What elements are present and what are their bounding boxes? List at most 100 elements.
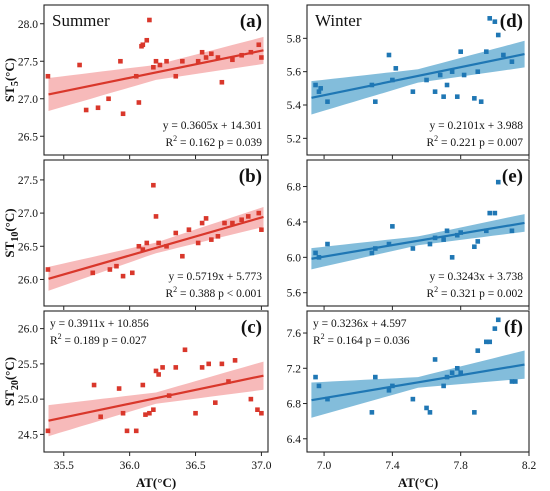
data-point: [441, 237, 446, 242]
y-tick-label: 27.0: [18, 94, 38, 106]
regression-stats: R2 = 0.221 p = 0.007: [426, 134, 523, 149]
data-point: [427, 241, 433, 247]
data-point: [495, 32, 501, 38]
r-symbol: R: [426, 137, 434, 149]
data-point: [449, 255, 455, 260]
data-point: [444, 228, 450, 234]
y-label-unit: (°C): [2, 208, 17, 231]
regression-equation: y = 0.3605x + 14.301: [163, 120, 262, 132]
data-point: [449, 69, 455, 74]
data-point: [140, 382, 146, 388]
data-point: [427, 410, 433, 415]
data-point: [114, 263, 119, 269]
data-point: [106, 96, 111, 102]
y-tick-label: 6.8: [287, 399, 302, 411]
y-tick-label: 27.5: [18, 175, 38, 187]
data-point: [219, 79, 225, 85]
data-point: [441, 94, 446, 99]
data-point: [98, 414, 103, 420]
x-axis-label: AT(°C): [398, 475, 438, 490]
r-symbol: R: [165, 137, 173, 149]
data-point: [45, 267, 51, 272]
data-point: [120, 273, 126, 279]
data-point: [151, 64, 156, 70]
y-label-main: ST: [2, 241, 17, 257]
data-point: [313, 82, 318, 88]
stats-values: = 0.321 p = 0.002: [438, 288, 523, 300]
data-point: [256, 42, 262, 48]
stats-values: = 0.221 p = 0.007: [438, 137, 523, 149]
data-point: [215, 55, 221, 60]
data-point: [144, 240, 150, 246]
data-point: [410, 396, 416, 402]
plot-frame: [306, 159, 530, 307]
data-point: [147, 17, 152, 23]
r-symbol: R: [313, 335, 321, 347]
data-point: [390, 224, 395, 229]
data-point: [83, 107, 89, 113]
data-point: [120, 111, 126, 117]
y-axis-label: ST10(°C): [2, 208, 21, 257]
data-point: [386, 388, 392, 393]
regression-line: [48, 215, 264, 280]
data-point: [164, 58, 169, 64]
x-tick-label: 36.0: [120, 460, 140, 472]
data-point: [458, 49, 463, 54]
data-point: [313, 374, 318, 380]
data-point: [206, 361, 212, 367]
data-point: [492, 19, 498, 24]
stats-values: = 0.162 p = 0.039: [177, 137, 262, 149]
data-point: [316, 383, 322, 389]
plot-frame: [43, 159, 269, 307]
confidence-band: [311, 40, 525, 115]
regression-stats: R2 = 0.164 p = 0.036: [313, 332, 410, 347]
data-point: [95, 105, 101, 111]
data-point: [313, 250, 318, 256]
y-tick-label: 25.0: [18, 394, 38, 406]
y-tick-label: 26.0: [18, 324, 38, 336]
data-point: [484, 339, 489, 345]
data-point: [147, 410, 152, 416]
data-point: [144, 37, 150, 43]
data-point: [193, 410, 198, 416]
regression-line: [48, 49, 264, 96]
regression-line: [311, 53, 525, 99]
data-point: [133, 73, 139, 79]
data-point: [458, 230, 463, 235]
data-point: [173, 230, 179, 236]
y-tick-label: 25.5: [18, 359, 38, 371]
regression-stats: R2 = 0.388 p < 0.001: [165, 285, 262, 300]
data-point: [386, 52, 392, 58]
r-squared-sup: 2: [321, 332, 325, 341]
stats-values: = 0.388 p < 0.001: [177, 288, 262, 300]
data-point: [487, 16, 493, 21]
data-point: [458, 370, 463, 375]
data-point: [156, 240, 161, 246]
data-point: [410, 246, 416, 251]
panel-f: 6.4 6.8 7.2 7.6 7.0 7.4 7.8 8.2 (f) y = 0.3236x +…: [287, 310, 536, 490]
data-point: [501, 52, 506, 58]
data-point: [239, 217, 244, 223]
data-point: [475, 239, 481, 244]
r-symbol: R: [165, 288, 173, 300]
panel-b: 26.0 26.5 27.0 27.5 (b) y = 0.5719x + 5.773 R2…: [2, 159, 269, 310]
r-squared-sup: 2: [434, 285, 438, 294]
data-point: [173, 73, 179, 79]
data-point: [203, 216, 209, 221]
data-point: [424, 77, 429, 83]
data-point: [390, 383, 395, 389]
regression-line: [48, 374, 264, 422]
data-point: [437, 72, 443, 78]
data-point: [472, 410, 477, 415]
data-point: [410, 89, 416, 94]
r-squared-sup: 2: [58, 332, 62, 341]
y-tick-label: 7.2: [287, 363, 302, 375]
y-tick-label: 5.4: [287, 100, 302, 112]
data-point: [373, 374, 378, 380]
data-point: [373, 246, 378, 251]
data-point: [248, 49, 254, 55]
data-point: [153, 58, 159, 64]
data-point: [369, 250, 375, 256]
y-tick-label: 26.0: [18, 274, 38, 286]
data-point: [230, 57, 235, 63]
